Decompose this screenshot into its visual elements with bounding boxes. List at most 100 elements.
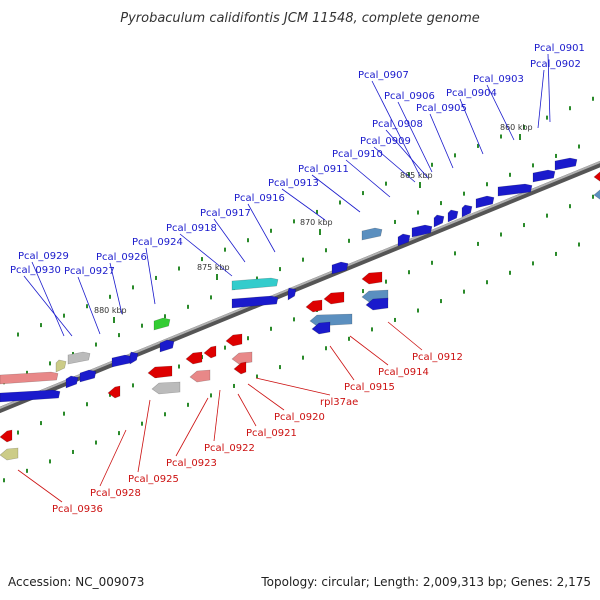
leader-line [486, 84, 515, 141]
gene-arrow [593, 189, 600, 200]
gene-labels: Pcal_0901 Pcal_0902 Pcal_0903 Pcal_0904 Pcal… [10, 43, 585, 515]
leader-line [17, 469, 63, 503]
gene-arrow [0, 447, 19, 461]
gene-arrow [67, 351, 91, 365]
gene-label-pcal-0911: Pcal_0911 [298, 164, 349, 175]
gene-arrow [411, 224, 433, 238]
gene-arrow [365, 297, 389, 311]
leader-line [345, 159, 391, 198]
leader-line [213, 218, 246, 263]
leader-line [547, 53, 551, 123]
scale-tick-label: 880 kbp [94, 306, 127, 315]
gene-arrow [361, 271, 383, 285]
gene-arrow [231, 351, 253, 365]
gene-arrow [225, 333, 243, 347]
leader-line [329, 345, 355, 381]
leader-line [373, 146, 416, 183]
scale-tick-label: 870 kbp [300, 218, 333, 227]
leader-line [255, 377, 331, 396]
gene-label-pcal-0929: Pcal_0929 [18, 251, 69, 262]
leader-line [31, 261, 65, 337]
gene-arrow [129, 351, 139, 365]
gene-label-pcal-0907: Pcal_0907 [358, 70, 409, 81]
gene-arrow [55, 359, 67, 373]
gene-arrow [151, 381, 181, 395]
gene-arrow [311, 321, 331, 335]
gene-arrow [233, 361, 247, 375]
gene-arrow [397, 233, 411, 247]
gene-arrow [153, 317, 171, 331]
leader-line [145, 247, 156, 305]
gene-arrow [323, 291, 345, 305]
map-title: Pyrobaculum calidifontis JCM 11548, comp… [120, 11, 480, 26]
leader-line [77, 276, 101, 335]
gene-label-pcal-0930: Pcal_0930 [10, 265, 61, 276]
gene-arrow [287, 287, 297, 301]
leader-line [281, 188, 326, 221]
gene-label-pcal-0912: Pcal_0912 [412, 352, 463, 363]
gene-arrow [461, 204, 473, 218]
leader-line [179, 233, 233, 277]
gene-label-pcal-0923: Pcal_0923 [166, 458, 217, 469]
gene-arrow [0, 371, 59, 385]
gene-label-pcal-0915: Pcal_0915 [344, 382, 395, 393]
gene-label-pcal-0921: Pcal_0921 [246, 428, 297, 439]
leader-line [99, 429, 127, 487]
gene-label-pcal-0908: Pcal_0908 [372, 119, 423, 130]
leader-line [175, 397, 209, 457]
gene-label-rpl37ae: rpl37ae [320, 397, 358, 408]
gene-arrow [447, 209, 459, 223]
gene-arrow [532, 169, 556, 183]
leader-line [429, 113, 454, 169]
leader-line [537, 69, 545, 129]
gene-label-pcal-0936: Pcal_0936 [52, 504, 103, 515]
gene-arrow [79, 369, 97, 383]
gene-label-pcal-0904: Pcal_0904 [446, 88, 497, 99]
gene-arrow [331, 261, 349, 275]
accession-text: Accession: NC_009073 [8, 575, 144, 589]
gene-label-pcal-0926: Pcal_0926 [96, 252, 147, 263]
gene-arrow [185, 351, 203, 365]
summary-text: Topology: circular; Length: 2,009,313 bp… [260, 575, 591, 589]
scale-tick-label: 865 kbp [400, 171, 433, 180]
leader-line [385, 129, 429, 179]
gene-label-pcal-0906: Pcal_0906 [384, 91, 435, 102]
gene-label-pcal-0927: Pcal_0927 [64, 266, 115, 277]
gene-arrow [475, 195, 495, 209]
gene-label-pcal-0925: Pcal_0925 [128, 474, 179, 485]
label-leaders [17, 53, 551, 503]
gene-arrow [203, 345, 217, 359]
gene-label-pcal-0901: Pcal_0901 [534, 43, 585, 54]
scale-tick-label: 875 kbp [197, 263, 230, 272]
leader-line [247, 203, 276, 253]
gene-arrow [361, 227, 383, 241]
scale-tick-label: 860 kbp [500, 123, 533, 132]
gene-arrow [231, 295, 279, 309]
scale-ticks: 860 kbp 865 kbp 870 kbp 875 kbp 880 kbp [94, 123, 533, 323]
leader-line [459, 98, 484, 155]
gene-label-pcal-0909: Pcal_0909 [360, 136, 411, 147]
leader-line [237, 393, 257, 427]
leader-line [311, 174, 361, 213]
gene-arrow [554, 157, 578, 171]
gene-arrow [147, 365, 173, 379]
gene-label-pcal-0902: Pcal_0902 [530, 59, 581, 70]
leader-line [397, 101, 433, 173]
leader-line [213, 389, 221, 442]
gene-label-pcal-0920: Pcal_0920 [274, 412, 325, 423]
gene-label-pcal-0917: Pcal_0917 [200, 208, 251, 219]
gene-arrow [433, 214, 445, 228]
gene-label-pcal-0922: Pcal_0922 [204, 443, 255, 454]
gene-arrow [0, 389, 61, 403]
gene-arrow [497, 183, 533, 197]
leader-line [247, 383, 285, 411]
leader-line [349, 335, 389, 366]
gene-arrow [231, 277, 279, 291]
gene-arrow [107, 385, 121, 399]
gene-arrow [159, 339, 175, 353]
gene-arrow [593, 171, 600, 182]
gene-label-pcal-0905: Pcal_0905 [416, 103, 467, 114]
gene-arrow [0, 429, 13, 443]
gene-label-pcal-0903: Pcal_0903 [473, 74, 524, 85]
